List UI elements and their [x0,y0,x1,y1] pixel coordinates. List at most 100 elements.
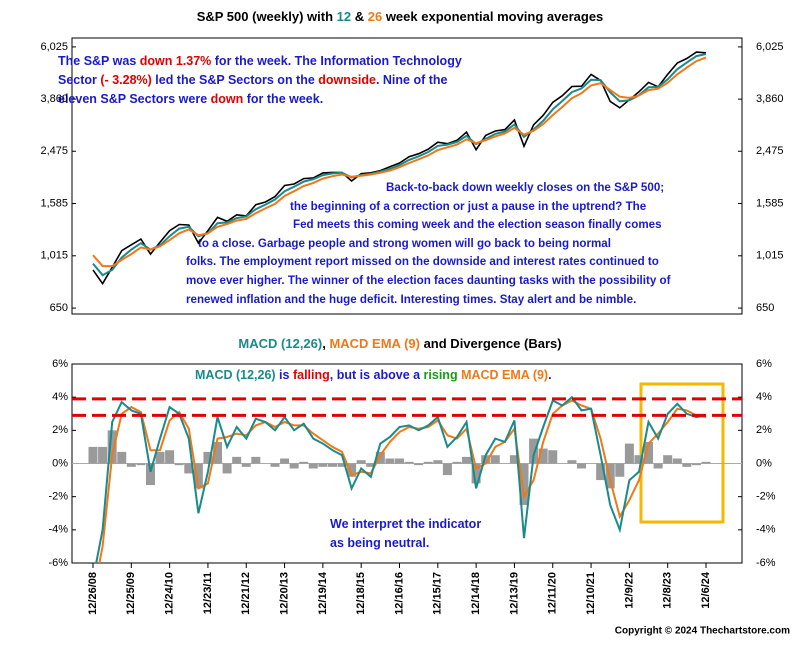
text-segment: the beginning of a correction or just a … [290,200,647,213]
text-segment: rising [424,368,458,382]
divergence-bar [519,463,529,505]
divergence-bar [327,463,337,467]
y2-tick-label: 4% [756,391,772,403]
text-segment: MACD (12,26) [238,336,322,351]
divergence-bar [433,460,443,464]
text-segment: S&P 500 (weekly) with [197,9,337,24]
text-segment: Fed meets this coming week and the elect… [293,218,662,231]
x-tick-label: 12/14/18 [470,572,482,615]
divergence-bar [155,451,165,464]
x-tick-label: 12/8/23 [662,572,674,609]
text-segment: We interpret the indicator [330,517,481,531]
text-segment: down 1.37% [140,54,212,68]
divergence-bar [289,463,299,469]
y-tick-label: 6,025 [40,41,68,53]
text-segment: week exponential moving averages [382,9,603,24]
plot-area [72,395,742,563]
y2-tick-label: 2% [756,424,772,436]
y-tick-label: 6% [52,358,68,370]
y2-tick-label: 650 [756,302,774,314]
x-tick-label: 12/19/14 [317,571,329,615]
text-segment: The S&P was [58,54,140,68]
x-tick-label: 12/20/13 [278,572,290,615]
divergence-bar [375,451,385,464]
chart-title: S&P 500 (weekly) with 12 & 26 week expon… [197,9,604,24]
divergence-bar [462,456,472,464]
x-tick-label: 12/11/20 [547,572,559,614]
plot-area [92,51,707,286]
text-segment: MACD EMA (9) [329,336,420,351]
y-tick-label: 3,860 [40,93,68,105]
annotation: renewed inflation and the huge deficit. … [186,293,636,306]
text-segment: MACD EMA (9) [458,368,549,382]
divergence-bar [270,463,280,467]
text-segment: , but is above a [330,368,424,382]
series-line [95,395,707,563]
annotation: eleven S&P Sectors were down for the wee… [58,92,323,106]
divergence-bar [308,463,318,469]
divergence-bar [193,463,203,489]
y-tick-label: -2% [48,491,68,503]
text-segment: folks. The employment report missed on t… [186,255,659,268]
divergence-bar [691,463,701,466]
text-segment: for the week. The Information Technology [211,54,462,68]
text-segment: Back-to-back down weekly closes on the S… [386,181,664,194]
price-panel [71,37,743,315]
divergence-bar [232,456,242,464]
text-segment: move ever higher. The winner of the elec… [186,274,671,287]
divergence-bar [222,463,232,474]
divergence-bar [509,455,519,464]
text-segment: Sector [58,73,100,87]
annotation: folks. The employment report missed on t… [186,255,659,268]
divergence-bar [634,455,644,464]
y2-tick-label: 0% [756,457,772,469]
divergence-bar [299,461,309,464]
text-segment: (- 3.28%) [100,73,151,87]
chart-title: MACD (12,26), MACD EMA (9) and Divergenc… [238,336,561,351]
divergence-bar [165,450,175,464]
divergence-bar [385,458,395,464]
text-segment: to a close. Garbage people and strong wo… [198,237,611,250]
x-tick-label: 12/6/24 [700,571,712,609]
divergence-bar [567,460,577,464]
y2-tick-label: 1,585 [756,197,784,209]
divergence-bar [251,456,261,464]
text-segment: falling [293,368,330,382]
text-segment: is [276,368,293,382]
divergence-bar [126,463,136,467]
divergence-bar [414,463,424,466]
y2-tick-label: -2% [756,491,776,503]
divergence-bar [347,463,357,477]
divergence-bar [682,463,692,467]
divergence-bar [107,430,117,464]
divergence-bar [538,448,548,464]
divergence-bar [117,451,127,464]
y-tick-label: 4% [52,391,68,403]
divergence-bar [481,455,491,464]
divergence-bar [213,441,223,464]
x-tick-label: 12/23/11 [202,572,214,614]
divergence-bar [529,438,539,464]
y-tick-label: 650 [50,302,68,314]
annotation: We interpret the indicator [330,517,481,531]
divergence-bar [395,458,404,464]
text-segment: and Divergence (Bars) [420,336,562,351]
divergence-bar [452,461,462,464]
y2-tick-label: 2,475 [756,145,784,157]
text-segment: led the S&P Sectors on the [152,73,318,87]
text-segment: renewed inflation and the huge deficit. … [186,293,636,306]
x-tick-label: 12/13/19 [508,572,520,615]
text-segment: for the week. [243,92,323,106]
annotation: as being neutral. [330,536,429,550]
series-line [92,56,707,268]
y-tick-label: 1,585 [40,197,68,209]
text-segment: down [211,92,244,106]
divergence-bar [596,463,606,481]
text-segment: . Nine of the [376,73,448,87]
y-tick-label: 0% [52,457,68,469]
text-segment: 26 [368,9,382,24]
divergence-bar [318,463,328,467]
highlight-box [639,382,725,524]
divergence-bar [184,463,194,474]
y-tick-label: 1,015 [40,250,68,262]
